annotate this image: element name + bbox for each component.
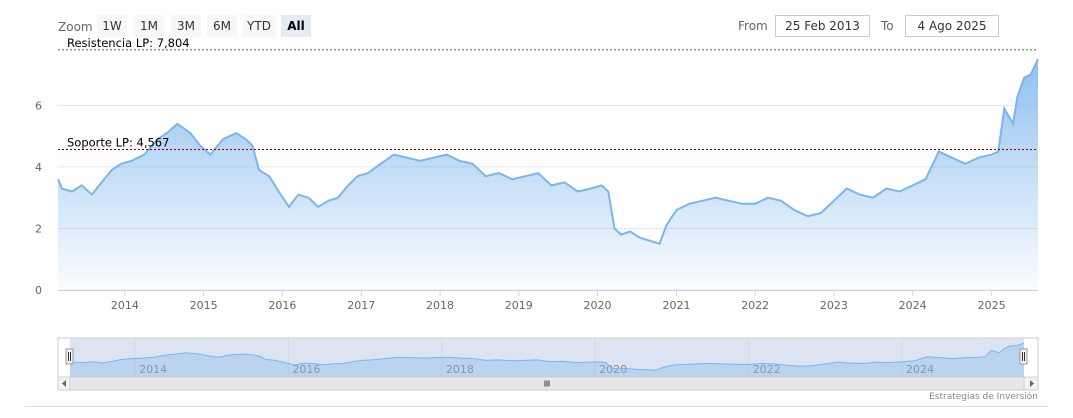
- handle-body: [65, 348, 74, 365]
- y-tick-label: 4: [35, 161, 42, 174]
- x-tick-label: 2019: [505, 299, 533, 312]
- x-tick-label: 2016: [268, 299, 296, 312]
- zoom-1w-button[interactable]: 1W: [97, 15, 127, 37]
- scroll-left-arrow-icon[interactable]: [62, 380, 66, 387]
- navigator-tick-label: 2014: [139, 363, 167, 376]
- x-tick-label: 2017: [347, 299, 375, 312]
- x-tick-label: 2025: [978, 299, 1006, 312]
- x-tick-label: 2021: [662, 299, 690, 312]
- y-tick-label: 0: [35, 284, 42, 297]
- zoom-6m-button[interactable]: 6M: [207, 15, 237, 37]
- navigator-series-line: [69, 342, 1025, 371]
- zoom-all-button[interactable]: All: [281, 15, 311, 37]
- zoom-ytd-button[interactable]: YTD: [242, 15, 276, 37]
- x-tick-label: 2018: [426, 299, 454, 312]
- zoom-3m-button[interactable]: 3M: [171, 15, 201, 37]
- x-tick-label: 2023: [820, 299, 848, 312]
- navigator-tick-label: 2024: [906, 363, 934, 376]
- scroll-right-arrow-icon[interactable]: [1030, 380, 1034, 387]
- x-tick-label: 2022: [741, 299, 769, 312]
- navigator-tick-label: 2016: [292, 363, 320, 376]
- main-chart: Resistencia LP: 7,804 Soporte LP: 4,567 0…: [35, 36, 1039, 312]
- zoom-1m-button[interactable]: 1M: [134, 15, 164, 37]
- x-tick-label: 2024: [899, 299, 927, 312]
- navigator-series-area: [70, 343, 1024, 377]
- scrollbar[interactable]: [57, 376, 1039, 391]
- x-tick-label: 2020: [584, 299, 612, 312]
- resistance-label: Resistencia LP: 7,804: [67, 36, 190, 50]
- range-selector: Zoom 1W 1M 3M 6M YTD All From 25 Feb 201…: [0, 12, 1073, 40]
- bottom-divider: [25, 406, 1048, 407]
- handle-body: [1019, 348, 1028, 365]
- support-label: Soporte LP: 4,567: [67, 135, 169, 149]
- navigator-left-handle[interactable]: [65, 348, 74, 365]
- navigator-tick-label: 2020: [599, 363, 627, 376]
- x-tick-label: 2015: [190, 299, 218, 312]
- to-label: To: [881, 19, 894, 33]
- series-area: [58, 59, 1038, 291]
- zoom-label: Zoom: [58, 20, 93, 34]
- from-date-input[interactable]: 25 Feb 2013: [775, 15, 870, 37]
- y-tick-label: 6: [35, 99, 42, 112]
- series-line: [57, 58, 1039, 246]
- navigator-right-handle[interactable]: [1019, 348, 1028, 365]
- navigator-tick-label: 2018: [446, 363, 474, 376]
- navigator-tick-label: 2022: [753, 363, 781, 376]
- from-label: From: [738, 19, 768, 33]
- credits-label: Estrategias de Inversión: [929, 392, 1038, 402]
- y-tick-label: 2: [35, 222, 42, 235]
- to-date-input[interactable]: 4 Ago 2025: [905, 15, 999, 37]
- x-tick-label: 2014: [111, 299, 139, 312]
- navigator-mask: [70, 338, 1024, 377]
